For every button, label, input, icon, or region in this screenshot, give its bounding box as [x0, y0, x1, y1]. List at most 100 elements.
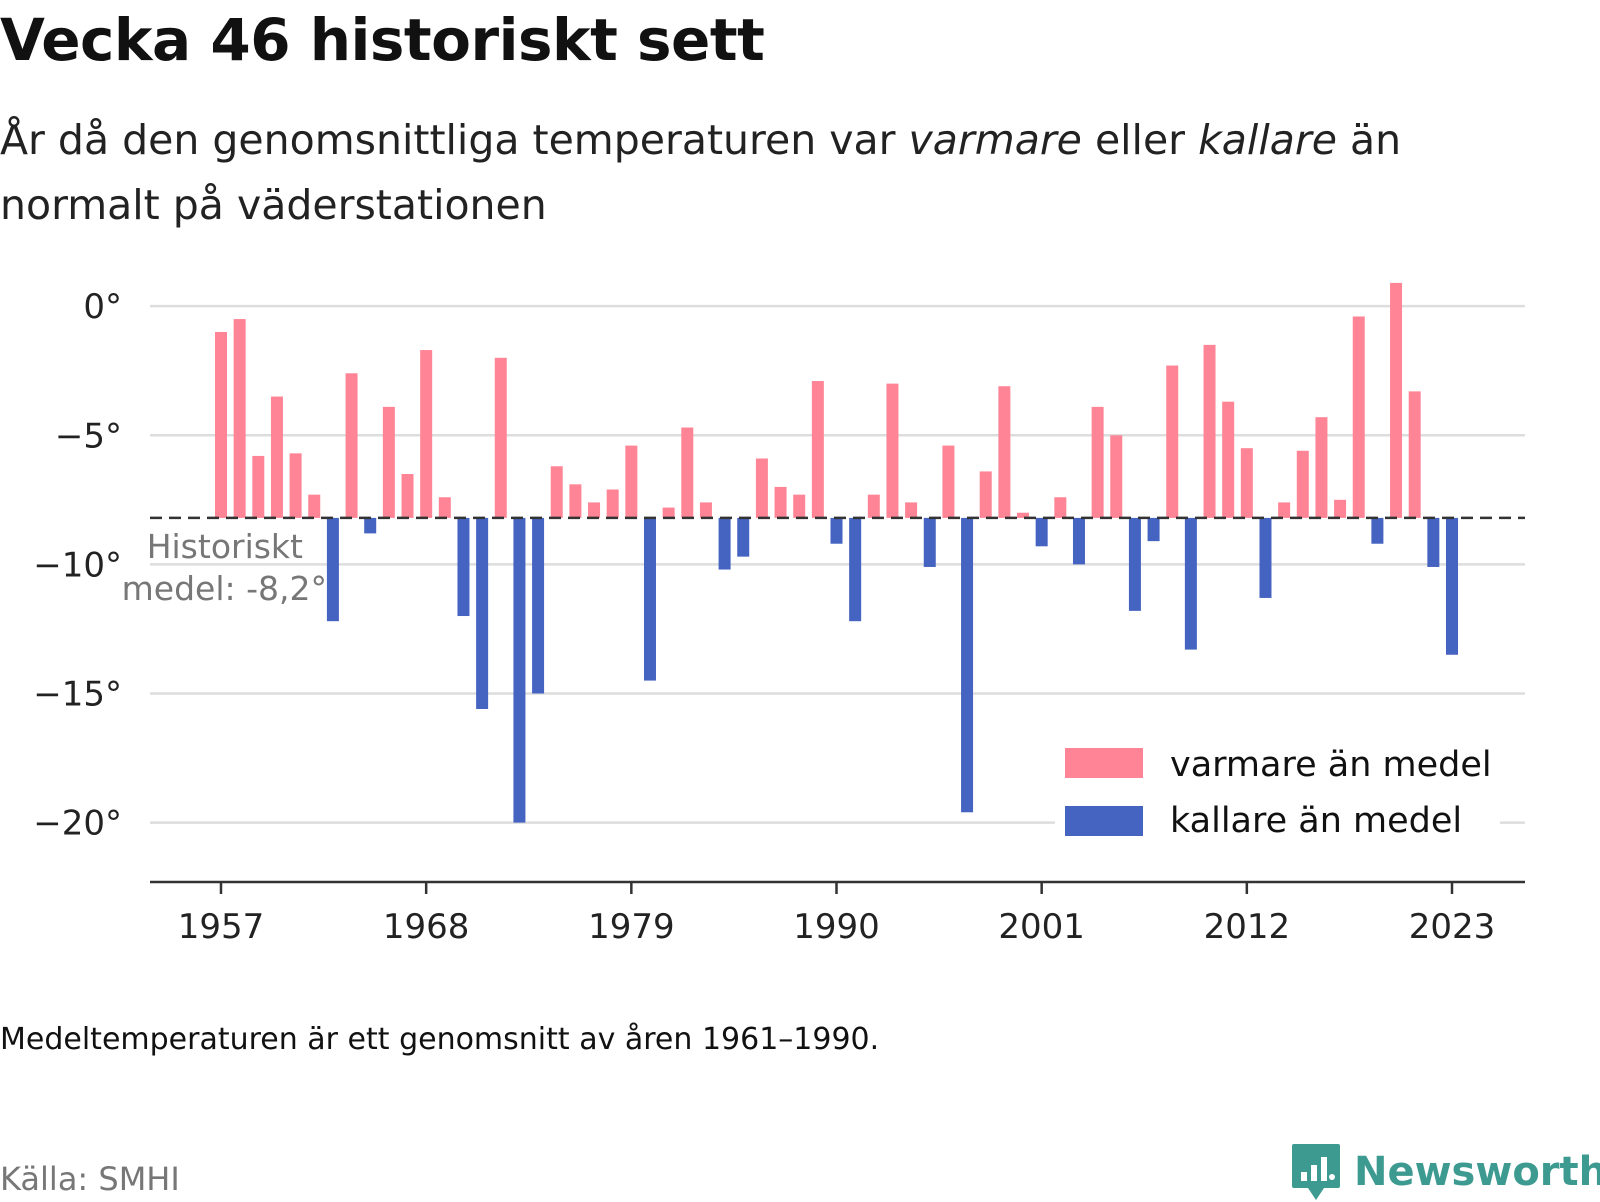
y-axis: 0° −5° −10° −15° −20° — [33, 287, 122, 843]
legend: varmare än medel kallare än medel — [1055, 740, 1500, 850]
bar — [401, 474, 414, 518]
bar — [830, 517, 843, 544]
bar — [308, 494, 321, 518]
newsworthy-wordmark: Newsworthy — [1354, 1149, 1600, 1195]
bar — [886, 383, 899, 518]
bar — [1017, 512, 1030, 518]
bar — [1446, 517, 1458, 655]
bar — [1390, 282, 1403, 518]
bar — [662, 507, 675, 518]
bar — [942, 445, 955, 518]
x-tick-label: 2023 — [1409, 907, 1496, 947]
bar — [905, 502, 918, 518]
legend-warm-label: varmare än medel — [1170, 745, 1492, 785]
bar — [998, 386, 1011, 518]
legend-cold-swatch — [1065, 806, 1143, 836]
bar — [793, 494, 806, 518]
bar — [345, 373, 358, 518]
bar — [457, 517, 470, 617]
newsworthy-logo-icon — [1292, 1144, 1340, 1200]
bar — [420, 350, 433, 518]
y-tick-label: 0° — [83, 287, 122, 327]
bar — [737, 517, 750, 557]
bar — [513, 517, 526, 823]
bar — [550, 466, 563, 518]
bar — [476, 517, 489, 709]
subtitle-text-middle: eller — [1081, 116, 1199, 164]
bar — [252, 455, 265, 518]
bar — [849, 517, 862, 622]
bar — [1240, 448, 1253, 518]
x-tick-label: 1990 — [793, 907, 880, 947]
subtitle-cold-word: kallare — [1198, 116, 1337, 164]
subtitle-text-end: än normalt på väderstationen — [0, 116, 1402, 229]
bar — [1334, 499, 1347, 518]
bar — [1259, 517, 1272, 598]
bar — [681, 427, 694, 518]
newsworthy-logo: Newsworthy — [1290, 1142, 1600, 1202]
bar — [1371, 517, 1384, 544]
bar — [1091, 406, 1104, 518]
bar — [233, 319, 246, 518]
bar — [289, 453, 302, 518]
bar — [1110, 435, 1123, 518]
mean-label-line2: medel: -8,2° — [122, 569, 327, 608]
legend-cold-label: kallare än medel — [1170, 801, 1462, 841]
y-tick-label: −20° — [33, 804, 122, 844]
bar — [755, 458, 768, 518]
bar — [718, 517, 731, 570]
subtitle-text-start: År då den genomsnittliga temperaturen va… — [0, 116, 909, 164]
bar — [532, 517, 545, 694]
bar — [1408, 391, 1421, 518]
bar — [1147, 517, 1160, 542]
bar — [811, 381, 824, 518]
bar — [923, 517, 936, 567]
bar — [625, 445, 638, 518]
mean-label-line1: Historiskt — [147, 527, 303, 566]
x-tick-label: 1968 — [383, 907, 470, 947]
y-tick-label: −5° — [55, 416, 122, 456]
y-tick-label: −10° — [33, 545, 122, 585]
bar — [364, 517, 377, 534]
bar — [382, 406, 395, 518]
bar — [774, 486, 787, 518]
x-tick-label: 1957 — [178, 907, 265, 947]
bar — [1427, 517, 1440, 567]
bar — [979, 471, 992, 518]
legend-warm-swatch — [1065, 748, 1143, 778]
bar — [1203, 344, 1216, 518]
x-axis: 1957 1968 1979 1990 2001 2012 2023 — [178, 882, 1496, 947]
bar — [1072, 517, 1085, 565]
chart-subtitle: År då den genomsnittliga temperaturen va… — [0, 108, 1560, 238]
bar — [699, 502, 712, 518]
footnote: Medeltemperaturen är ett genomsnitt av å… — [0, 1022, 880, 1057]
bar — [270, 396, 283, 518]
bar — [1222, 401, 1235, 518]
bar — [1296, 450, 1309, 518]
bar — [438, 497, 451, 518]
bar — [215, 331, 227, 518]
bar — [1352, 316, 1365, 518]
bars — [215, 282, 1458, 823]
bar — [588, 502, 601, 518]
x-tick-label: 2012 — [1204, 907, 1291, 947]
bar — [1054, 497, 1067, 518]
bar — [1128, 517, 1141, 611]
y-tick-label: −15° — [33, 674, 122, 714]
bar — [1035, 517, 1048, 547]
temperature-bar-chart: Historiskt medel: -8,2° 0° −5° −10° −15° −20… — [33, 282, 1525, 947]
bar — [1278, 502, 1291, 518]
bar — [961, 517, 974, 813]
x-tick-label: 2001 — [998, 907, 1085, 947]
bar — [606, 489, 619, 518]
bar — [1166, 365, 1179, 518]
bar — [1315, 417, 1328, 518]
source-credit: Källa: SMHI — [0, 1160, 180, 1198]
x-tick-label: 1979 — [588, 907, 675, 947]
bar — [326, 517, 339, 622]
bar — [1184, 517, 1197, 650]
chart-title: Vecka 46 historiskt sett — [0, 6, 765, 74]
bar — [569, 484, 582, 518]
bar — [867, 494, 880, 518]
bar — [643, 517, 656, 681]
